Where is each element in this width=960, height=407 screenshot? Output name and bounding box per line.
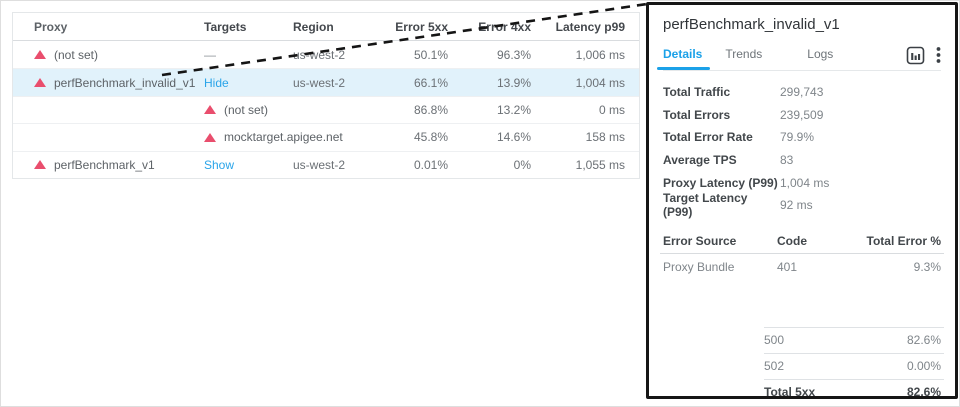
table-row[interactable]: (not set) 86.8% 13.2% 0 ms [13, 95, 639, 123]
table-row[interactable]: mocktarget.apigee.net 45.8% 14.6% 158 ms [13, 123, 639, 150]
error-table-subrow: Total 5xx 82.6% [764, 378, 944, 405]
proxy-table-header: Proxy Targets Region Error 5xx Error 4xx… [13, 13, 639, 41]
region-cell: us-west-2 [293, 47, 346, 62]
error-pct-cell: 82.6% [906, 385, 941, 400]
column-header-total-error-pct: Total Error % [866, 234, 941, 249]
target-name: (not set) [224, 102, 269, 117]
detail-value: 83 [780, 153, 794, 168]
error-4xx-cell: 96.3% [496, 47, 531, 62]
error-table-header: Error Source Code Total Error % [660, 230, 944, 254]
detail-label: Proxy Latency (P99) [663, 175, 778, 190]
table-row[interactable]: (not set) — us-west-2 50.1% 96.3% 1,006 … [13, 41, 639, 68]
detail-value: 239,509 [780, 107, 824, 122]
detail-label: Target Latency (P99) [663, 191, 748, 220]
tab-trends[interactable]: Trends [725, 47, 763, 61]
region-cell: us-west-2 [293, 157, 346, 172]
detail-row: Average TPS 83 [663, 149, 941, 172]
warning-icon [204, 132, 216, 142]
proxy-table: Proxy Targets Region Error 5xx Error 4xx… [12, 12, 640, 179]
error-table-rows: Proxy Bundle 401 9.3% [660, 254, 944, 280]
error-5xx-cell: 86.8% [413, 102, 448, 117]
error-code-cell: 401 [777, 259, 798, 274]
panel-title: perfBenchmark_invalid_v1 [663, 16, 840, 33]
detail-row: Proxy Latency (P99) 1,004 ms [663, 171, 941, 194]
latency-cell: 1,004 ms [575, 75, 625, 90]
proxy-detail-panel: perfBenchmark_invalid_v1 Details Trends … [646, 2, 958, 399]
tab-details[interactable]: Details [656, 47, 711, 70]
error-5xx-cell: 50.1% [413, 47, 448, 62]
panel-tabs: Details Trends Logs [656, 46, 941, 71]
column-header-region[interactable]: Region [293, 19, 334, 34]
error-source-cell: Proxy Bundle [663, 259, 735, 274]
target-toggle-link[interactable]: Hide [204, 75, 229, 90]
warning-icon [34, 50, 46, 60]
error-table-subrow: 500 82.6% [764, 326, 944, 353]
error-4xx-cell: 13.2% [496, 102, 531, 117]
proxy-table-body: (not set) — us-west-2 50.1% 96.3% 1,006 … [13, 41, 639, 178]
error-table-row: Proxy Bundle 401 9.3% [660, 254, 944, 280]
tab-logs[interactable]: Logs [807, 47, 834, 61]
column-header-targets[interactable]: Targets [204, 19, 247, 34]
column-header-code: Code [777, 234, 807, 249]
kebab-menu-icon[interactable] [936, 46, 941, 64]
column-header-error-4xx[interactable]: Error 4xx [478, 19, 531, 34]
error-pct-cell: 9.3% [913, 259, 941, 274]
error-code-cell: 502 [764, 359, 785, 374]
error-5xx-cell: 66.1% [413, 75, 448, 90]
target-placeholder: — [204, 47, 216, 62]
detail-value: 1,004 ms [780, 175, 830, 190]
error-table-subrow: 502 0.00% [764, 352, 944, 379]
proxy-name: perfBenchmark_invalid_v1 [54, 75, 196, 90]
error-source-table: Error Source Code Total Error % Proxy Bu… [660, 230, 944, 405]
column-header-proxy[interactable]: Proxy [34, 19, 68, 34]
detail-row: Total Traffic 299,743 [663, 81, 941, 104]
detail-label: Total Error Rate [663, 130, 753, 145]
column-header-error-5xx[interactable]: Error 5xx [395, 19, 448, 34]
warning-icon [34, 160, 46, 170]
latency-cell: 0 ms [598, 102, 625, 117]
latency-cell: 1,006 ms [575, 47, 625, 62]
error-4xx-cell: 14.6% [496, 130, 531, 145]
error-5xx-cell: 45.8% [413, 130, 448, 145]
warning-icon [34, 78, 46, 88]
error-table-gap [660, 280, 944, 327]
region-cell: us-west-2 [293, 75, 346, 90]
detail-label: Average TPS [663, 153, 737, 168]
table-row[interactable]: perfBenchmark_v1 Show us-west-2 0.01% 0%… [13, 150, 639, 178]
detail-row: Total Errors 239,509 [663, 104, 941, 127]
latency-cell: 1,055 ms [575, 157, 625, 172]
proxy-name: (not set) [54, 47, 99, 62]
target-name: mocktarget.apigee.net [224, 130, 343, 145]
error-pct-cell: 0.00% [906, 359, 941, 374]
bar-chart-icon[interactable] [906, 46, 925, 65]
error-4xx-cell: 13.9% [496, 75, 531, 90]
details-list: Total Traffic 299,743 Total Errors 239,5… [663, 81, 941, 220]
proxy-name: perfBenchmark_v1 [54, 157, 155, 172]
column-header-latency-p99[interactable]: Latency p99 [555, 19, 625, 34]
detail-label: Total Errors [663, 107, 731, 122]
detail-value: 79.9% [780, 130, 815, 145]
error-4xx-cell: 0% [513, 157, 531, 172]
column-header-error-source: Error Source [663, 234, 737, 249]
error-code-cell: 500 [764, 333, 785, 348]
detail-label: Total Traffic [663, 85, 731, 100]
detail-value: 92 ms [780, 198, 813, 213]
error-code-cell: Total 5xx [764, 385, 816, 400]
target-toggle-link[interactable]: Show [204, 157, 235, 172]
detail-value: 299,743 [780, 85, 824, 100]
warning-icon [204, 105, 216, 115]
error-pct-cell: 82.6% [906, 333, 941, 348]
table-row[interactable]: perfBenchmark_invalid_v1 Hide us-west-2 … [13, 68, 639, 96]
detail-row: Total Error Rate 79.9% [663, 126, 941, 149]
detail-row: Target Latency (P99) 92 ms [663, 191, 941, 220]
latency-cell: 158 ms [585, 130, 625, 145]
error-table-subrows: 500 82.6% 502 0.00% Total 5xx 82.6% [764, 326, 944, 405]
error-5xx-cell: 0.01% [413, 157, 448, 172]
